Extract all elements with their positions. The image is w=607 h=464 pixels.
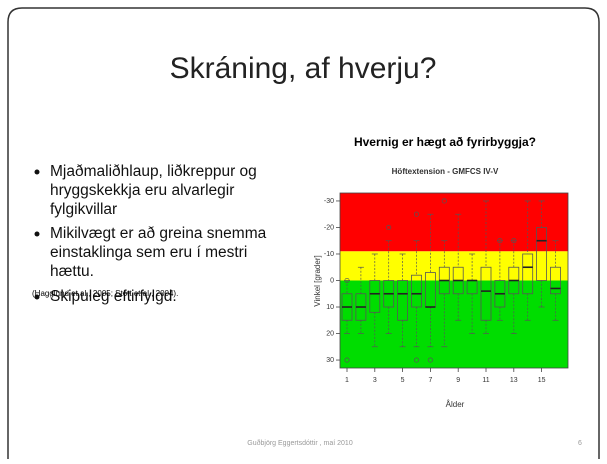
x-tick-label: 11 — [482, 377, 489, 384]
y-tick-label: 0 — [330, 277, 334, 284]
outlier — [344, 277, 350, 284]
box — [369, 280, 381, 313]
outlier — [386, 224, 392, 231]
bullet-text: Skipuleg eftirfylgd. — [50, 288, 177, 305]
box — [480, 266, 492, 321]
outlier — [427, 357, 433, 363]
y-tick-label: -30 — [324, 198, 334, 205]
outlier — [344, 357, 350, 363]
bullet-dot — [34, 169, 40, 175]
x-tick-label: 13 — [510, 377, 518, 384]
slide-title: Skráning, af hverju? — [170, 52, 437, 85]
box — [397, 280, 409, 321]
bullet-list: Mjaðmaliðhlaup, liðkreppur og hryggskekkj… — [34, 163, 267, 305]
band — [340, 193, 568, 252]
outlier — [497, 238, 503, 244]
x-tick-label: 7 — [428, 377, 432, 384]
x-tick-label: 9 — [456, 377, 460, 384]
outlier — [511, 238, 517, 244]
y-tick-label: 30 — [326, 357, 334, 364]
outlier — [441, 198, 447, 204]
bullet-dot — [34, 294, 40, 300]
chart-heading: Hvernig er hægt að fyrirbyggja? — [354, 135, 536, 149]
y-tick-label: 10 — [326, 304, 334, 311]
bullet-text: Mjaðmaliðhlaup, liðkreppur og hryggskekkj… — [50, 163, 257, 218]
page-number: 6 — [578, 440, 582, 447]
box — [411, 274, 422, 308]
x-tick-label: 1 — [345, 377, 349, 384]
x-tick-label: 3 — [373, 377, 377, 384]
box — [550, 266, 561, 295]
bullet-dot — [34, 231, 40, 237]
footer: Guðbjörg Eggertsdóttir , maí 2010 — [247, 439, 353, 447]
y-tick-label: -10 — [324, 251, 334, 258]
y-tick-label: -20 — [324, 224, 334, 231]
outlier — [413, 211, 420, 217]
x-tick-label: 5 — [401, 377, 405, 384]
x-tick-label: 15 — [538, 377, 546, 384]
box — [536, 227, 547, 281]
y-axis-label: Vinkel [grader] — [313, 255, 322, 306]
chart-title: Höftextension - GMFCS IV-V — [392, 167, 499, 176]
y-tick-label: 20 — [326, 330, 334, 337]
x-axis-label: Ålder — [446, 400, 465, 409]
bullet-text: Mikilvægt er að greina snemma einstakling… — [50, 225, 267, 280]
slide-frame — [7, 7, 600, 459]
band — [340, 251, 568, 281]
box — [522, 253, 534, 295]
outlier — [413, 357, 420, 363]
reference: (Hagglund et al., 2005; Stott et al., 20… — [32, 289, 178, 298]
band — [340, 280, 568, 368]
